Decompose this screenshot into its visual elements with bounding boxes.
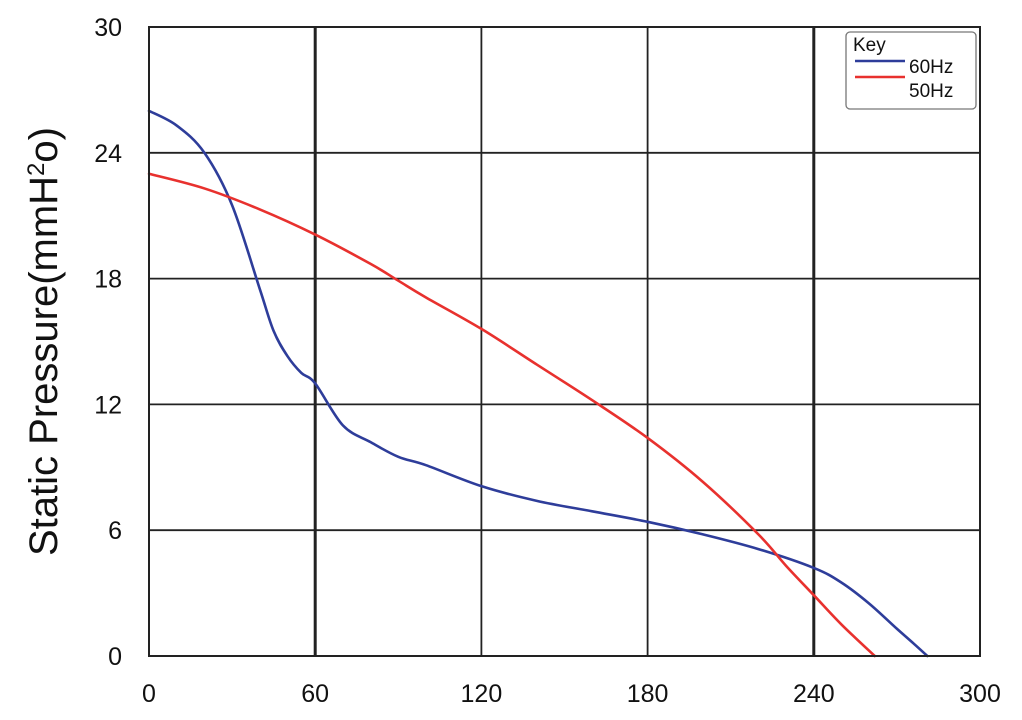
- y-axis-title-superscript: 2: [23, 163, 50, 176]
- legend: Key 60Hz 50Hz: [845, 31, 977, 110]
- plot-frame: [148, 26, 981, 657]
- y-tick-label: 18: [94, 266, 122, 294]
- x-tick-label: 300: [959, 680, 1001, 708]
- y-axis-title-tail: o): [22, 127, 66, 163]
- grid: [149, 27, 980, 656]
- y-tick-label: 30: [94, 14, 122, 42]
- series-line-60hz: [147, 109, 929, 658]
- series-line-50hz: [147, 172, 877, 658]
- legend-title: Key: [853, 35, 886, 56]
- y-tick-label: 24: [94, 140, 122, 168]
- x-tick-label: 0: [142, 680, 156, 708]
- x-tick-label: 180: [627, 680, 669, 708]
- tick-labels: 0 60 120 180 240 300 0 6 12 18 24 30: [94, 14, 1001, 708]
- y-tick-label: 12: [94, 391, 122, 419]
- legend-label-60hz: 60Hz: [909, 57, 953, 78]
- legend-label-50hz: 50Hz: [909, 81, 953, 102]
- x-tick-label: 240: [793, 680, 835, 708]
- x-tick-label: 120: [461, 680, 503, 708]
- legend-box: [845, 31, 977, 110]
- y-axis-title-main: Static Pressure(mmH: [22, 176, 66, 556]
- y-tick-label: 6: [108, 517, 122, 545]
- y-tick-label: 0: [108, 643, 122, 671]
- y-axis-title: Static Pressure(mmH2o): [22, 127, 66, 556]
- x-tick-label: 60: [301, 680, 329, 708]
- plot-series: [147, 109, 929, 658]
